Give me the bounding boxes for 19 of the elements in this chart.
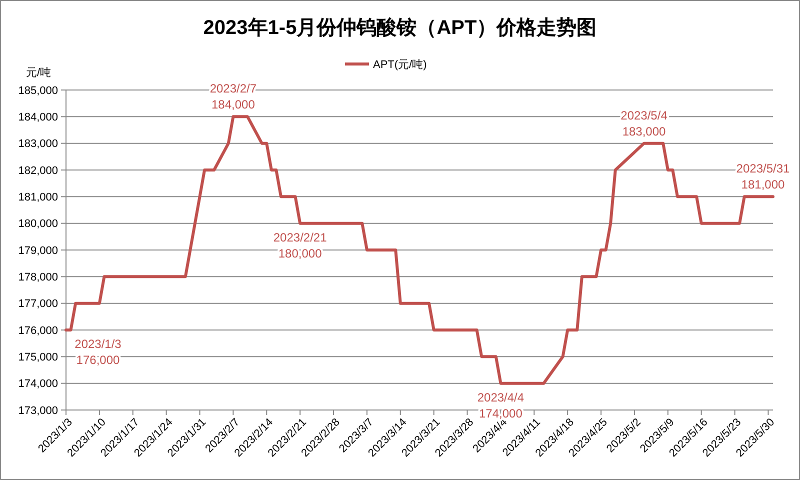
y-tick-label: 177,000 — [18, 298, 58, 310]
y-tick-label: 175,000 — [18, 352, 58, 364]
y-tick-label: 184,000 — [18, 112, 58, 124]
y-tick-label: 182,000 — [18, 164, 58, 177]
y-tick-label: 185,000 — [18, 84, 58, 97]
y-tick-label: 181,000 — [18, 192, 58, 204]
chart-title: 2023年1-5月份仲钨酸铵（APT）价格走势图 — [203, 17, 597, 39]
y-tick-label: 179,000 — [18, 244, 58, 257]
annotation: 2023/1/3 176,000 — [74, 337, 122, 367]
annotation: 2023/4/4 174,000 — [477, 390, 524, 420]
y-tick-label: 173,000 — [18, 404, 58, 417]
y-tick-label: 180,000 — [18, 218, 58, 230]
y-tick-label: 178,000 — [18, 272, 58, 284]
y-tick-label: 174,000 — [18, 378, 58, 390]
y-axis-title: 元/吨 — [26, 66, 52, 79]
annotation: 2023/2/21 180,000 — [273, 230, 328, 260]
y-tick-label: 183,000 — [18, 138, 58, 150]
y-tick-label: 176,000 — [18, 324, 58, 337]
legend-label: APT(元/吨) — [373, 58, 427, 71]
